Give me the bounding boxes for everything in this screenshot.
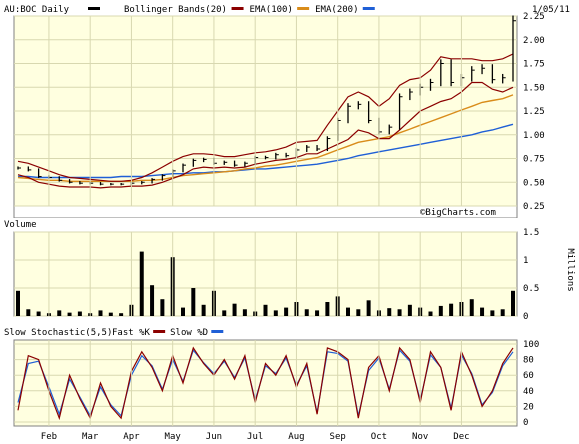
month-tick-label: Sep (330, 432, 346, 442)
stochastic-tick-label: 80 (523, 356, 534, 366)
volume-tick-label: 1.5 (523, 228, 539, 238)
stochastic-legend-label: Fast %K (112, 328, 151, 338)
ema100-line (17, 94, 514, 182)
legend-label: EMA(100) (250, 5, 293, 15)
stochastic-tick-label: 0 (523, 418, 528, 428)
price-tick-label: 1.50 (523, 83, 545, 93)
volume-tick-label: 0 (523, 312, 528, 322)
month-tick-label: Aug (288, 432, 304, 442)
legend-swatch (297, 7, 310, 10)
legend-label: Bollinger Bands(20) (124, 5, 227, 15)
volume-bar (232, 303, 237, 316)
legend-swatch (362, 7, 375, 10)
volume-bar (490, 310, 495, 316)
volume-bar (511, 290, 515, 316)
bollinger-lower-line (17, 81, 514, 189)
volume-bar (387, 308, 392, 316)
volume-bar (119, 313, 124, 316)
stochastic-tick-label: 60 (523, 371, 534, 381)
volume-bar (201, 304, 206, 316)
month-tick-label: Dec (453, 432, 469, 442)
volume-bar (139, 251, 144, 316)
legend-swatch (231, 7, 244, 10)
volume-bar (77, 311, 82, 316)
stochastic-legend-swatch (211, 330, 224, 333)
volume-header (0, 218, 579, 230)
volume-bar (480, 307, 485, 316)
volume-bar (407, 304, 412, 316)
month-tick-label: Feb (41, 432, 57, 442)
bollinger-upper-line (17, 53, 514, 182)
volume-bar (160, 299, 165, 316)
stochastic-legend-label: Slow %D (170, 328, 208, 338)
month-tick-label: Nov (412, 432, 428, 442)
volume-bar (325, 302, 330, 316)
ema200-line (18, 123, 514, 179)
x-axis: Feb Mar Apr May Jun Jul Aug Sep Oct Nov Dec (41, 16, 470, 442)
volume-tick-label: 1 (523, 256, 528, 266)
stochastic-tick-label: 100 (523, 340, 539, 350)
price-tick-label: 0.75 (523, 155, 545, 165)
volume-bar (449, 303, 454, 316)
stochastic-plot: 0 20 40 60 80 100 (14, 340, 539, 428)
price-plot: 0.25 0.50 0.75 1.00 1.25 1.50 1.75 2.00 2.25 (14, 12, 545, 212)
month-tick-label: Apr (123, 432, 140, 442)
stochastic-title: Slow Stochastic(5,5) (4, 328, 112, 338)
price-tick-label: 2.25 (523, 12, 545, 22)
price-tick-label: 0.50 (523, 178, 545, 188)
price-legend-swatch (88, 7, 100, 10)
stochastic-panel (13, 339, 518, 427)
volume-bar (26, 309, 31, 316)
volume-bar (397, 309, 402, 316)
fast-k-line (17, 346, 514, 421)
volume-bar (315, 310, 320, 316)
legend-group: Bollinger Bands(20) EMA(100) EMA(200) Fast … (88, 5, 375, 338)
volume-bar (150, 285, 155, 316)
legend-label: EMA(200) (315, 5, 358, 15)
volume-bar (356, 309, 361, 316)
volume-unit-label: Millions (565, 248, 575, 291)
volume-bar (428, 311, 433, 316)
volume-bar (67, 312, 72, 316)
volume-bar (98, 310, 103, 316)
date-label: 1/05/11 (532, 5, 570, 15)
month-tick-label: Jun (206, 432, 222, 442)
price-tick-label: 0.25 (523, 202, 545, 212)
symbol-label: AU:BOC Daily (4, 5, 70, 15)
volume-bar (263, 304, 268, 316)
volume-bar (366, 300, 371, 316)
stochastic-tick-label: 40 (523, 387, 534, 397)
volume-bar (16, 290, 20, 316)
volume-bar (108, 312, 113, 316)
volume-bar (273, 310, 278, 316)
volume-bar (181, 307, 185, 316)
price-tick-label: 1.00 (523, 131, 545, 141)
price-tick-label: 1.75 (523, 60, 545, 70)
stochastic-tick-label: 20 (523, 402, 534, 412)
volume-bar (500, 309, 505, 316)
volume-bar (191, 288, 196, 316)
month-tick-label: May (165, 432, 182, 442)
month-tick-label: Mar (82, 432, 99, 442)
month-tick-label: Oct (371, 432, 387, 442)
volume-tick-label: 0.5 (523, 284, 539, 294)
volume-bar (57, 310, 62, 316)
volume-bar (346, 307, 350, 316)
volume-bar (242, 309, 247, 316)
volume-bar (438, 305, 443, 316)
volume-bar (36, 311, 41, 316)
price-tick-label: 1.25 (523, 107, 545, 117)
stochastic-legend-swatch (153, 330, 166, 333)
volume-bar (469, 299, 474, 316)
watermark: ©BigCharts.com (420, 208, 496, 218)
volume-bar (284, 307, 289, 316)
volume-bar (304, 309, 309, 316)
volume-panel (13, 231, 518, 317)
volume-bar (222, 310, 227, 316)
price-tick-label: 2.00 (523, 36, 545, 46)
volume-title: Volume (4, 220, 37, 230)
month-tick-label: Jul (247, 432, 263, 442)
